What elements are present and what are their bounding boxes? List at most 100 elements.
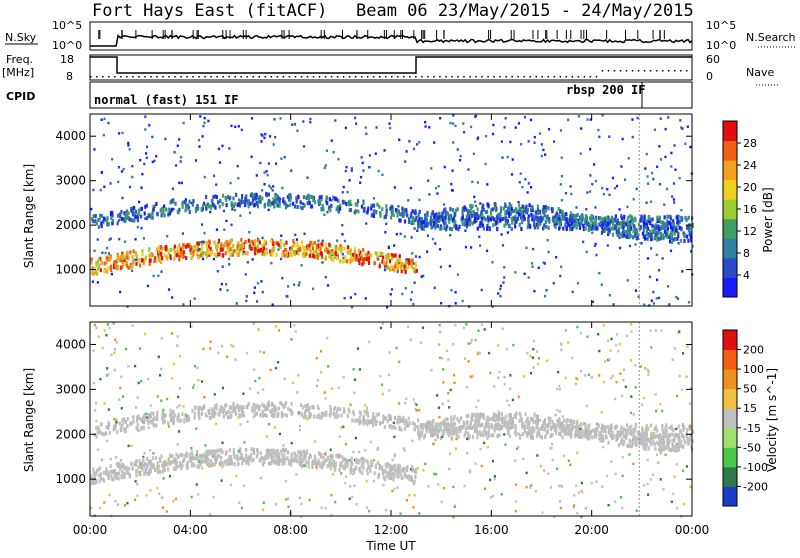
echo-cell	[177, 246, 179, 250]
echo-cell	[268, 209, 270, 212]
echo-cell	[449, 122, 451, 125]
echo-cell	[222, 265, 224, 268]
echo-cell	[372, 412, 374, 416]
echo-cell	[477, 137, 479, 140]
echo-cell	[229, 448, 231, 452]
echo-cell	[626, 235, 628, 239]
echo-cell	[161, 417, 163, 421]
echo-cell	[414, 475, 416, 479]
echo-cell	[178, 430, 180, 433]
echo-cell	[150, 404, 152, 407]
echo-cell	[220, 244, 222, 248]
echo-cell	[201, 380, 203, 383]
echo-cell	[350, 208, 352, 212]
echo-cell	[515, 415, 517, 419]
echo-cell	[169, 211, 171, 215]
echo-cell	[397, 271, 399, 274]
echo-cell	[679, 177, 681, 180]
echo-cell	[494, 206, 496, 210]
echo-cell	[367, 208, 369, 212]
echo-cell	[346, 259, 348, 263]
echo-cell	[414, 281, 416, 284]
echo-cell	[302, 120, 304, 123]
echo-cell	[607, 222, 609, 226]
echo-cell	[545, 225, 547, 229]
echo-cell	[401, 293, 403, 296]
echo-cell	[426, 211, 428, 215]
echo-cell	[474, 413, 476, 417]
echo-cell	[177, 144, 179, 147]
echo-cell	[502, 327, 504, 330]
echo-cell	[182, 303, 184, 306]
echo-cell	[127, 144, 129, 147]
echo-cell	[144, 217, 146, 220]
nave-point	[457, 76, 459, 78]
echo-cell	[570, 431, 572, 435]
echo-cell	[673, 144, 675, 147]
echo-cell	[160, 252, 162, 256]
echo-cell	[421, 275, 423, 278]
echo-cell	[192, 250, 194, 254]
echo-cell	[415, 468, 417, 472]
echo-cell	[114, 500, 116, 503]
nave-point	[271, 76, 273, 78]
echo-cell	[663, 223, 665, 227]
echo-cell	[381, 173, 383, 176]
echo-cell	[358, 451, 360, 454]
echo-cell	[290, 169, 292, 172]
echo-cell	[486, 424, 488, 428]
echo-cell	[654, 442, 656, 446]
echo-cell	[131, 255, 133, 259]
echo-cell	[430, 167, 432, 170]
echo-cell	[123, 466, 125, 470]
echo-cell	[670, 217, 672, 221]
echo-cell	[287, 505, 289, 508]
echo-cell	[207, 120, 209, 123]
echo-cell	[227, 249, 229, 253]
echo-cell	[287, 497, 289, 500]
echo-cell	[183, 122, 185, 125]
echo-cell	[617, 350, 619, 353]
echo-cell	[144, 212, 146, 216]
echo-cell	[559, 500, 561, 503]
echo-cell	[621, 395, 623, 398]
echo-cell	[476, 212, 478, 216]
echo-cell	[204, 176, 206, 179]
echo-cell	[664, 426, 666, 430]
echo-cell	[623, 368, 625, 371]
nave-point	[632, 70, 634, 72]
echo-cell	[679, 119, 681, 122]
echo-cell	[442, 381, 444, 384]
echo-cell	[232, 345, 234, 348]
echo-cell	[352, 451, 354, 454]
echo-cell	[125, 217, 127, 221]
echo-cell	[176, 418, 178, 422]
echo-cell	[103, 270, 105, 274]
echo-cell	[400, 428, 402, 432]
echo-cell	[604, 425, 606, 429]
echo-cell	[395, 347, 397, 350]
echo-cell	[234, 209, 236, 212]
echo-cell	[383, 261, 385, 265]
echo-cell	[647, 257, 649, 260]
echo-cell	[230, 344, 232, 347]
echo-cell	[375, 210, 377, 214]
echo-cell	[454, 125, 456, 128]
echo-cell	[324, 397, 326, 400]
echo-cell	[404, 219, 406, 223]
echo-cell	[248, 239, 250, 243]
echo-cell	[540, 219, 542, 223]
echo-cell	[350, 296, 352, 299]
echo-cell	[662, 488, 664, 491]
nave-point	[186, 76, 188, 78]
echo-cell	[658, 269, 660, 272]
echo-cell	[221, 466, 223, 469]
echo-cell	[149, 449, 151, 452]
echo-cell	[287, 195, 289, 199]
echo-cell	[276, 449, 278, 453]
echo-cell	[406, 499, 408, 502]
nave-point	[554, 76, 556, 78]
echo-cell	[123, 168, 125, 171]
echo-cell	[284, 378, 286, 381]
echo-cell	[598, 374, 600, 377]
